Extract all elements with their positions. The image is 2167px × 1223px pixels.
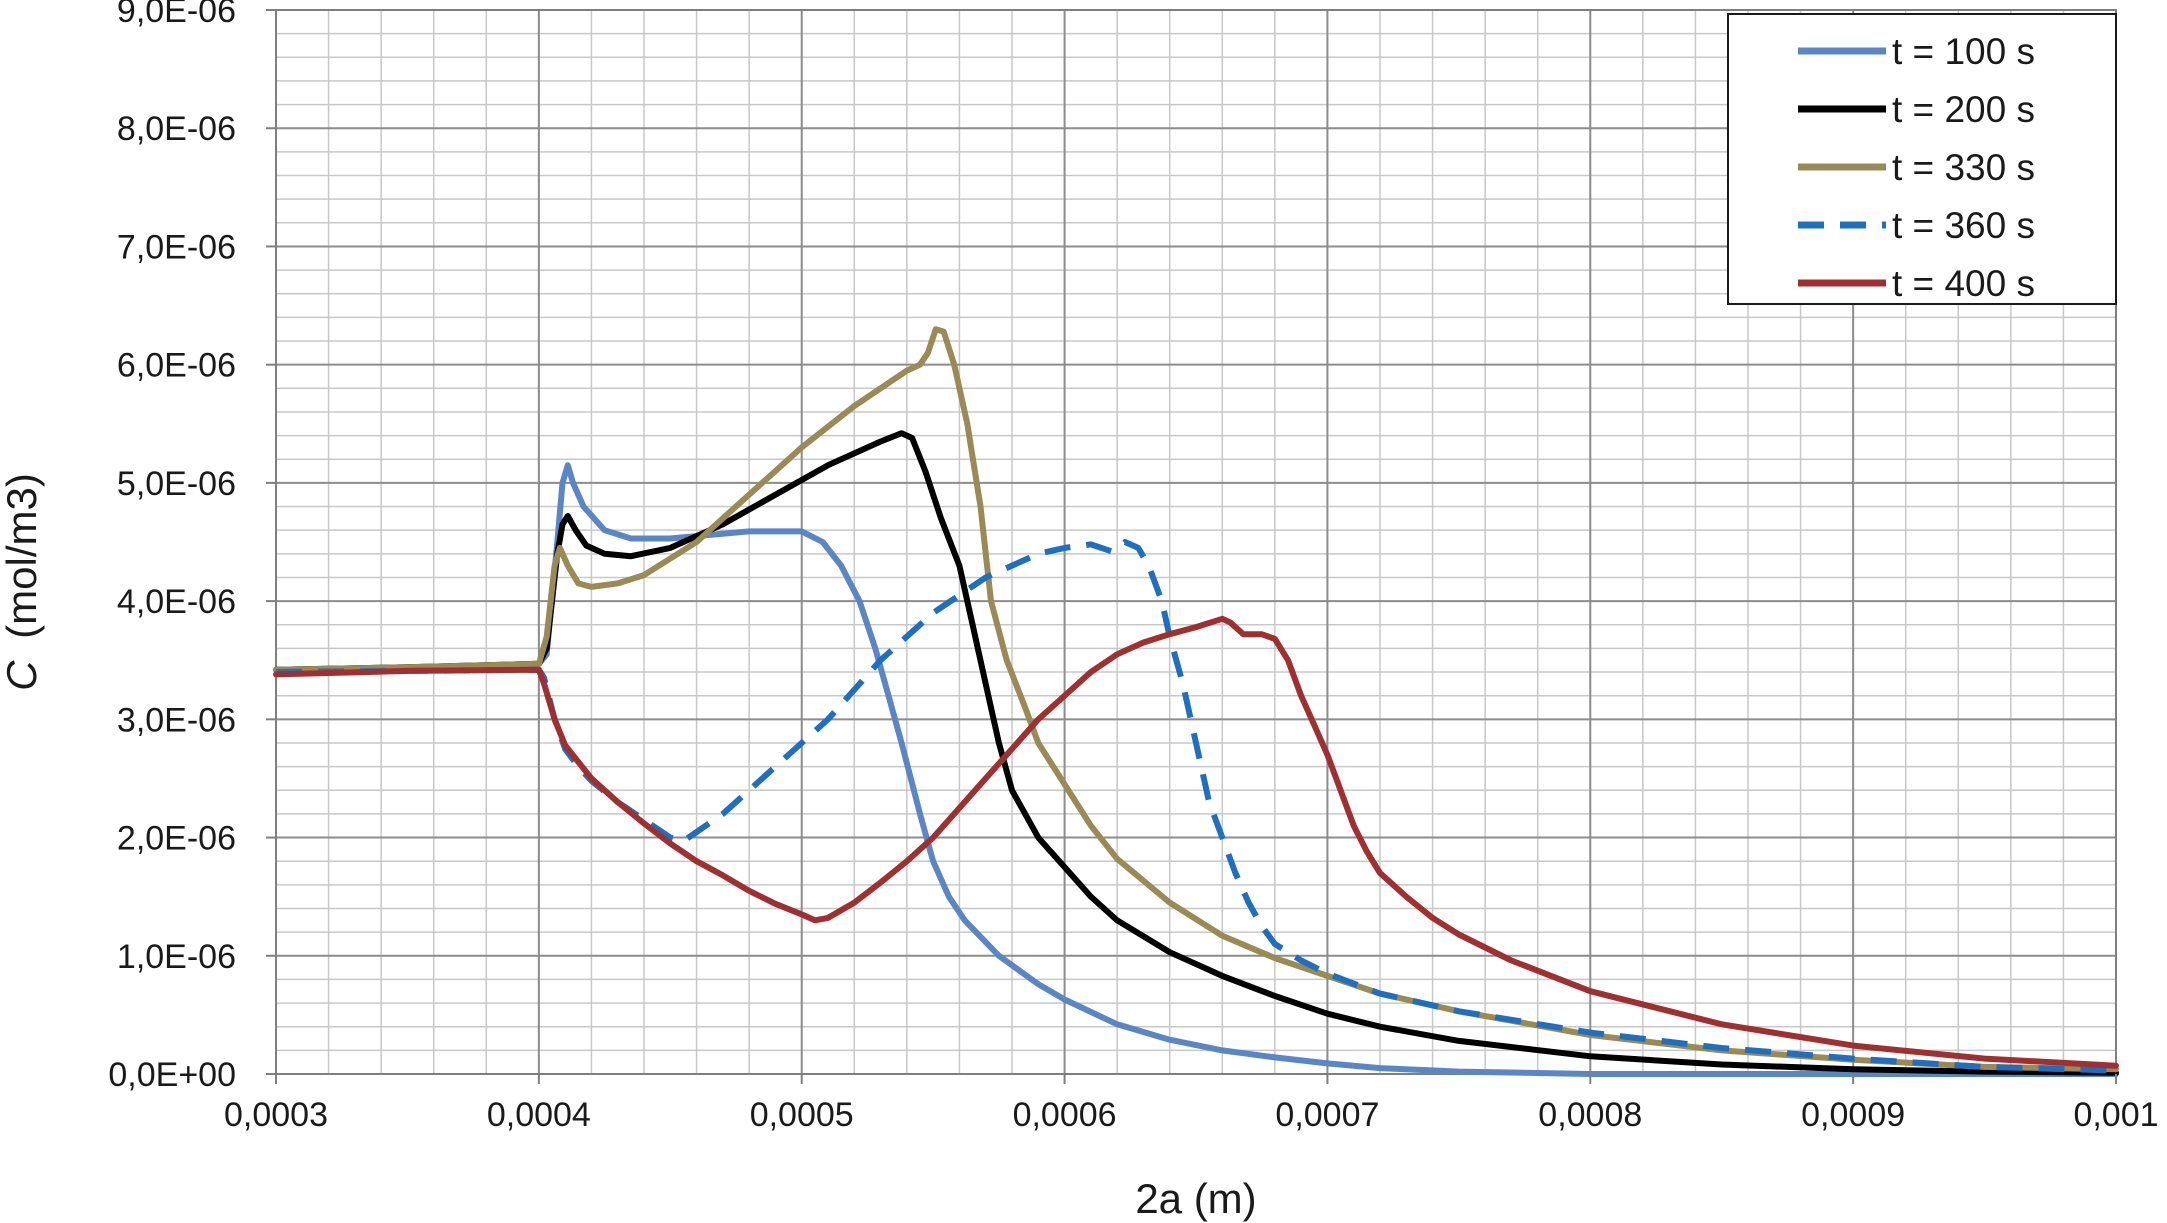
- legend-label: t = 360 s: [1892, 205, 2035, 246]
- x-tick-label: 0,0007: [1275, 1096, 1379, 1134]
- y-tick-label: 9,0E-06: [117, 0, 236, 30]
- y-axis-ticks: 0,0E+00 1,0E-06 2,0E-06 3,0E-06 4,0E-06 5,0E-…: [108, 0, 276, 1094]
- legend: t = 100 s t = 200 s t = 330 s t = 360 s t = …: [1727, 13, 2117, 305]
- x-tick-label: 0,0009: [1801, 1096, 1905, 1134]
- x-tick-label: 0,0008: [1538, 1096, 1642, 1134]
- x-tick-label: 0,001: [2073, 1096, 2158, 1134]
- y-tick-label: 8,0E-06: [117, 110, 236, 148]
- legend-label: t = 330 s: [1892, 147, 2035, 188]
- y-tick-label: 0,0E+00: [108, 1056, 236, 1094]
- x-tick-label: 0,0004: [487, 1096, 591, 1134]
- y-tick-label: 3,0E-06: [117, 701, 236, 739]
- x-axis-ticks: 0,0003 0,0004 0,0005 0,0006 0,0007 0,0008 0,00…: [224, 1074, 2159, 1134]
- series-line-5: [273, 615, 2119, 1069]
- x-axis-title: 2a (m): [1135, 1175, 1256, 1222]
- x-tick-label: 0,0006: [1013, 1096, 1117, 1134]
- legend-label: t = 200 s: [1892, 89, 2035, 130]
- series-line-2: [273, 430, 2119, 1076]
- legend-box: [1727, 13, 2117, 305]
- y-tick-label: 1,0E-06: [117, 938, 236, 976]
- y-axis-title-symbol: C: [0, 660, 45, 691]
- series-line-1: [273, 462, 2119, 1077]
- y-tick-label: 4,0E-06: [117, 583, 236, 621]
- legend-label: t = 100 s: [1892, 31, 2035, 72]
- y-axis-title-unit: (mol/m3): [0, 473, 45, 639]
- plot-area-frame: [275, 9, 2117, 1075]
- y-axis-title: C (mol/m3): [0, 473, 45, 691]
- y-tick-label: 2,0E-06: [117, 820, 236, 858]
- minor-gridlines: [276, 10, 2116, 1074]
- legend-label: t = 400 s: [1892, 263, 2035, 304]
- series-layer: [273, 326, 2119, 1077]
- y-tick-label: 6,0E-06: [117, 347, 236, 385]
- y-tick-label: 7,0E-06: [117, 228, 236, 266]
- x-tick-label: 0,0005: [750, 1096, 854, 1134]
- y-tick-label: 5,0E-06: [117, 465, 236, 503]
- x-tick-label: 0,0003: [224, 1096, 328, 1134]
